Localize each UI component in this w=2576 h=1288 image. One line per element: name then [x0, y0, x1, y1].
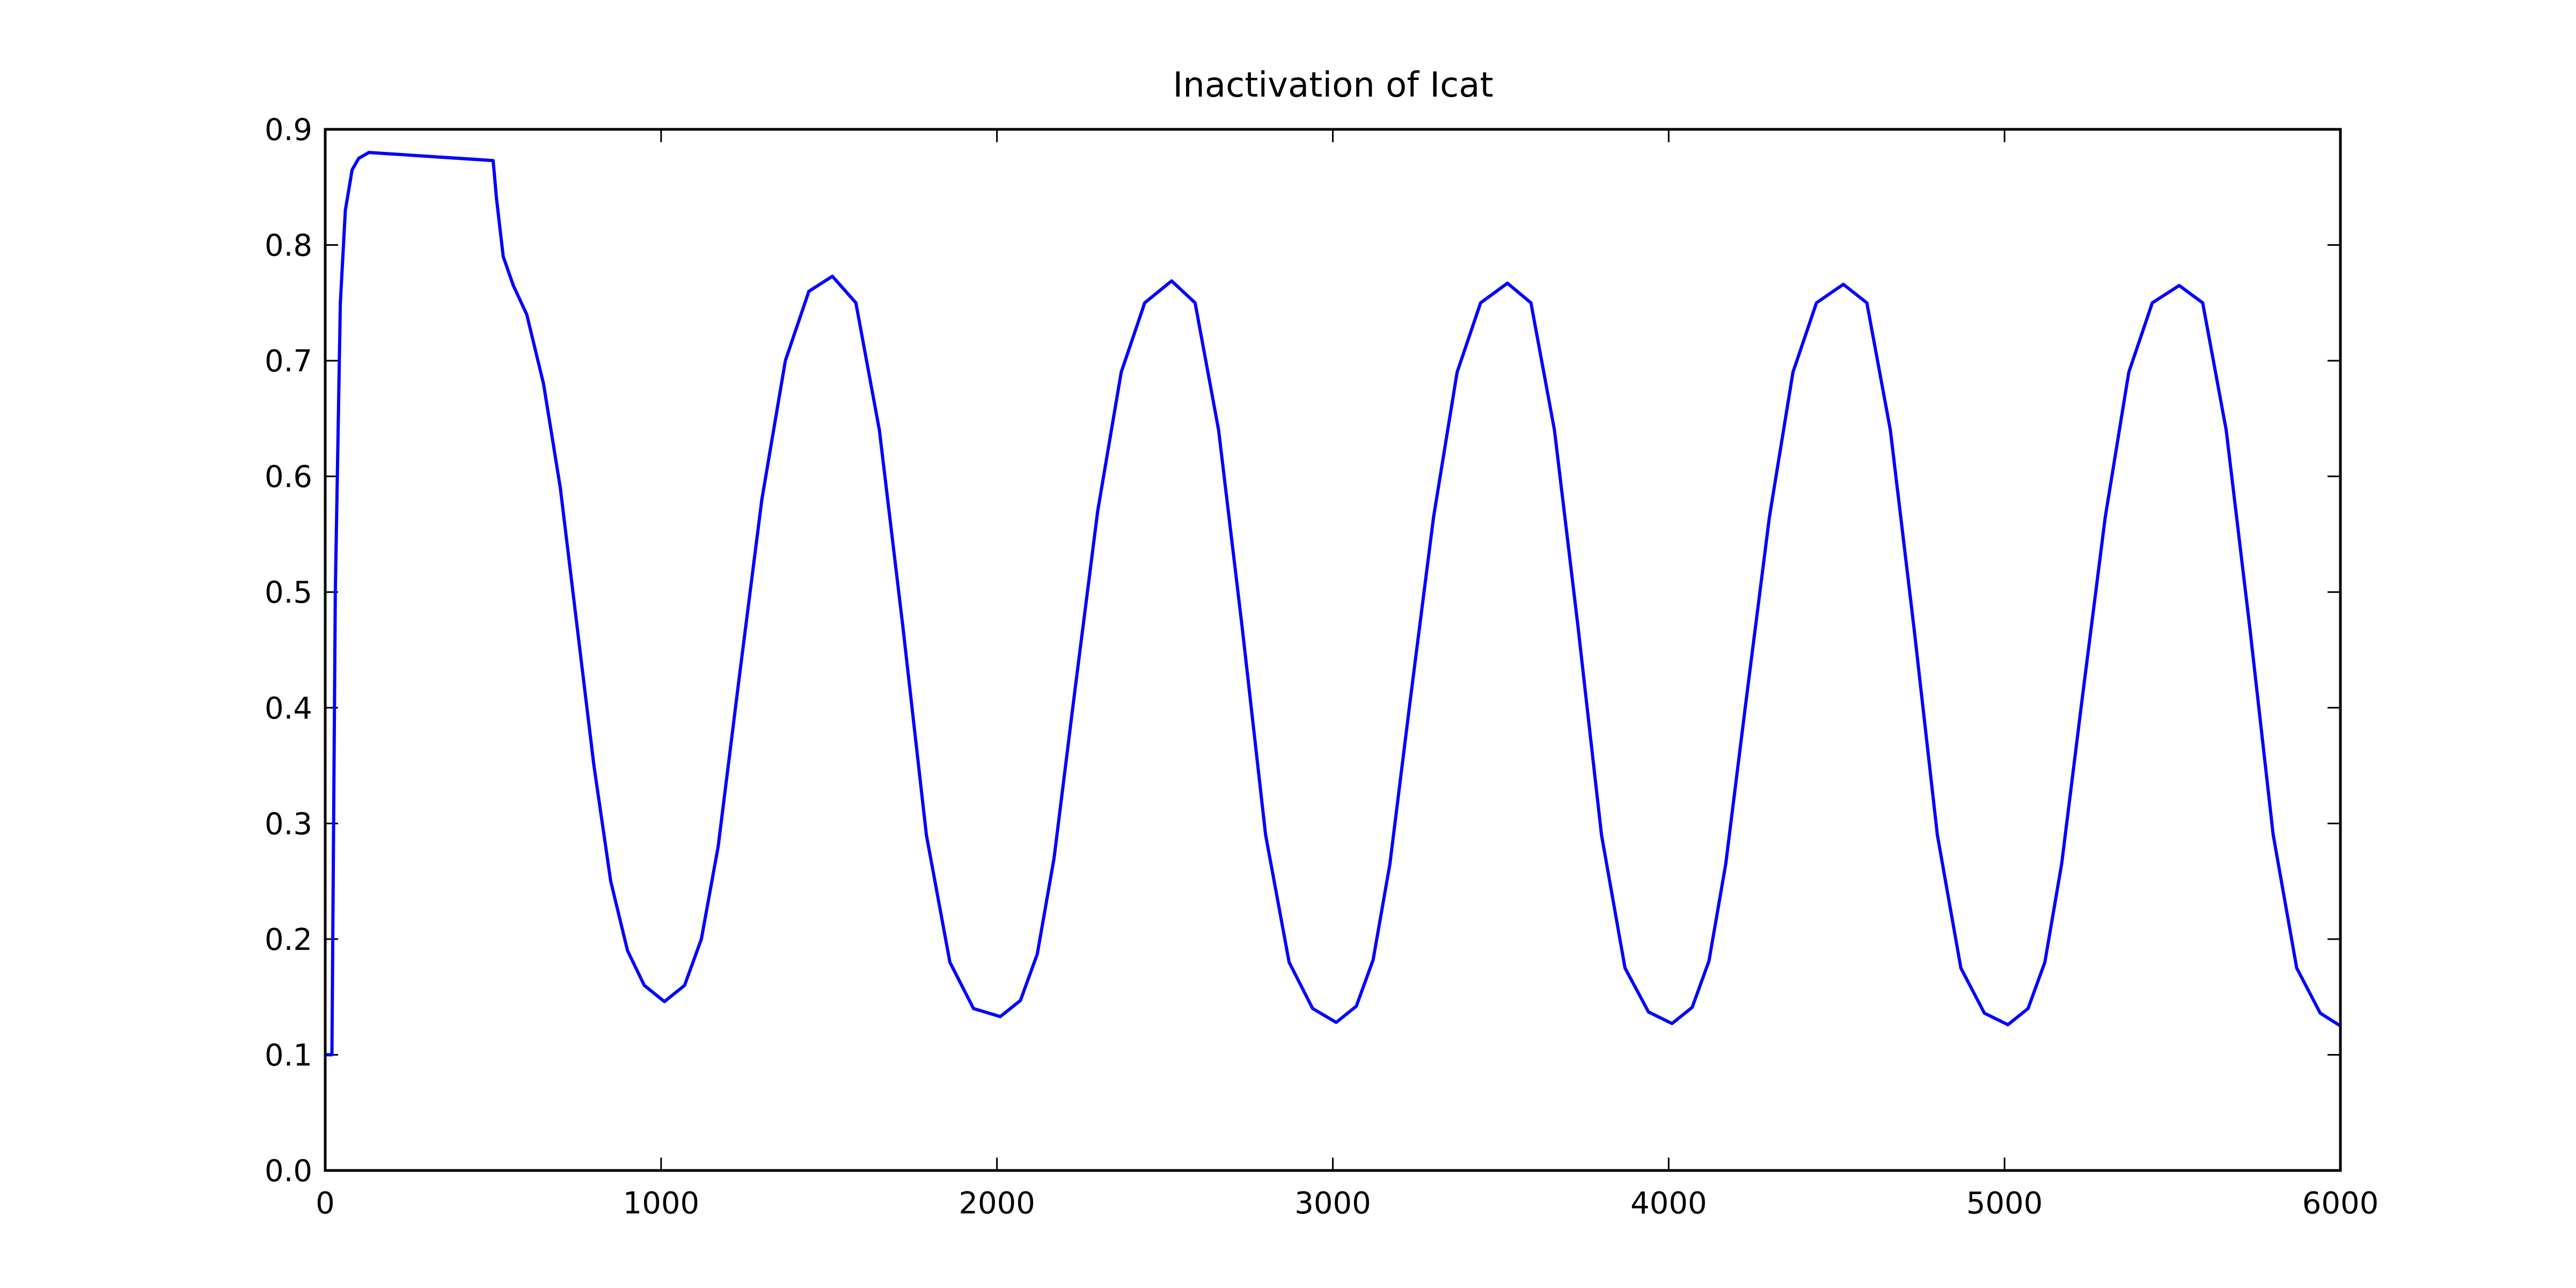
- x-tick-label: 0: [316, 1186, 335, 1221]
- y-tick-label: 0.1: [265, 1038, 312, 1073]
- x-tick-label: 6000: [2302, 1186, 2379, 1221]
- y-tick-label: 0.7: [265, 344, 312, 379]
- y-tick-label: 0.2: [265, 923, 312, 957]
- y-tick-label: 0.3: [265, 807, 312, 841]
- y-tick-label: 0.4: [265, 691, 312, 726]
- plot-frame: [324, 128, 2342, 1172]
- y-tick-label: 0.5: [265, 575, 312, 610]
- x-tick-label: 4000: [1630, 1186, 1707, 1221]
- x-tick-label: 2000: [958, 1186, 1035, 1221]
- y-tick-label: 0.8: [265, 229, 312, 264]
- line-series: [325, 151, 2341, 1057]
- y-tick-label: 0.6: [265, 460, 312, 495]
- x-tick-label: 1000: [623, 1186, 700, 1221]
- y-tick-label: 0.9: [265, 113, 312, 148]
- x-tick-label: 3000: [1294, 1186, 1371, 1221]
- chart-title: Inactivation of Icat: [1173, 65, 1493, 105]
- x-tick-label: 5000: [1966, 1186, 2043, 1221]
- y-tick-label: 0.0: [265, 1154, 312, 1189]
